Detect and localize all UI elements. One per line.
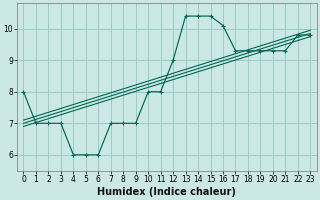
X-axis label: Humidex (Indice chaleur): Humidex (Indice chaleur): [98, 187, 236, 197]
